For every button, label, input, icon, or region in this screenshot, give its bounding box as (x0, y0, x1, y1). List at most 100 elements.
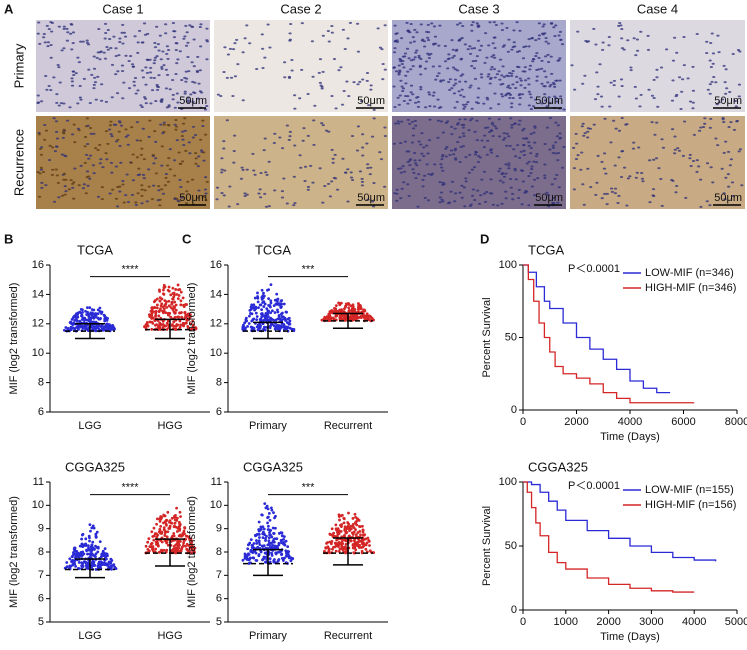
nucleus (197, 82, 201, 85)
dot (333, 545, 337, 549)
dot (81, 565, 85, 568)
dot (368, 544, 371, 547)
dot (259, 317, 263, 321)
nucleus (469, 203, 473, 206)
nucleus (327, 40, 331, 43)
nucleus (426, 36, 430, 39)
nucleus (164, 176, 168, 179)
nucleus (199, 23, 203, 26)
dot (176, 283, 180, 287)
dot (165, 523, 168, 527)
nucleus (165, 164, 170, 167)
dot (166, 543, 170, 547)
nucleus (121, 183, 125, 186)
nucleus (444, 121, 448, 124)
nucleus (153, 46, 158, 49)
nucleus (203, 188, 208, 191)
dot (151, 535, 155, 538)
nucleus (464, 156, 468, 159)
nucleus (403, 52, 408, 55)
nucleus (640, 171, 644, 174)
x-tick-label: LGG (78, 630, 101, 642)
nucleus (194, 157, 198, 160)
nucleus (204, 176, 208, 179)
y-axis-label: MIF (log2 transformed) (8, 283, 20, 395)
dot (88, 312, 92, 316)
nucleus (321, 124, 325, 127)
nucleus (512, 29, 516, 32)
nucleus (50, 21, 55, 24)
nucleus (588, 127, 593, 130)
dot (262, 319, 266, 322)
nucleus (41, 171, 46, 174)
dot (161, 305, 165, 309)
nucleus (83, 161, 87, 164)
dot (261, 536, 265, 540)
dot (263, 302, 267, 306)
nucleus (194, 152, 198, 155)
dot (334, 523, 338, 527)
y-tick-label: 8 (216, 546, 222, 558)
nucleus (429, 173, 434, 176)
nucleus (458, 80, 462, 83)
nucleus (369, 88, 373, 91)
nucleus (731, 194, 736, 197)
nucleus (93, 76, 97, 79)
nucleus (533, 141, 537, 144)
nucleus (482, 102, 486, 105)
nucleus (497, 70, 501, 73)
nucleus (498, 167, 502, 170)
survival-curve (523, 264, 695, 404)
dot (335, 538, 339, 542)
nucleus (454, 158, 458, 161)
nucleus (511, 69, 515, 72)
nucleus (361, 78, 365, 81)
nucleus (534, 55, 538, 58)
nucleus (132, 84, 137, 87)
dot (256, 325, 260, 329)
nucleus (450, 133, 454, 136)
nucleus (197, 155, 201, 158)
dot (154, 547, 158, 551)
nucleus (423, 174, 427, 177)
dot (103, 563, 107, 566)
nucleus (553, 35, 557, 38)
nucleus (422, 146, 426, 149)
nucleus (490, 192, 494, 195)
dot (325, 542, 328, 545)
dot (338, 518, 341, 522)
nucleus (73, 167, 77, 170)
nucleus (411, 134, 416, 137)
nucleus (420, 39, 424, 42)
nucleus (691, 89, 696, 92)
nucleus (273, 189, 277, 192)
dot (98, 306, 102, 310)
dot (265, 307, 269, 311)
nucleus (110, 135, 114, 138)
dot (179, 303, 183, 307)
nucleus (504, 163, 508, 166)
nucleus (554, 121, 558, 124)
nucleus (527, 104, 531, 107)
nucleus (165, 45, 169, 48)
dot (92, 316, 96, 320)
nucleus (407, 150, 411, 153)
nucleus (285, 124, 289, 127)
dot (277, 532, 281, 535)
nucleus (310, 40, 314, 43)
nucleus (115, 205, 120, 208)
nucleus (500, 74, 504, 77)
nucleus (483, 32, 488, 35)
nucleus (657, 167, 661, 170)
nucleus (126, 143, 130, 146)
dot (77, 561, 81, 564)
nucleus (123, 35, 128, 38)
nucleus (55, 93, 59, 96)
nucleus (441, 79, 446, 82)
nucleus (440, 166, 444, 169)
dot (260, 288, 264, 292)
nucleus (672, 36, 677, 39)
nucleus (633, 85, 637, 88)
nucleus (453, 68, 457, 71)
dot (267, 288, 271, 292)
